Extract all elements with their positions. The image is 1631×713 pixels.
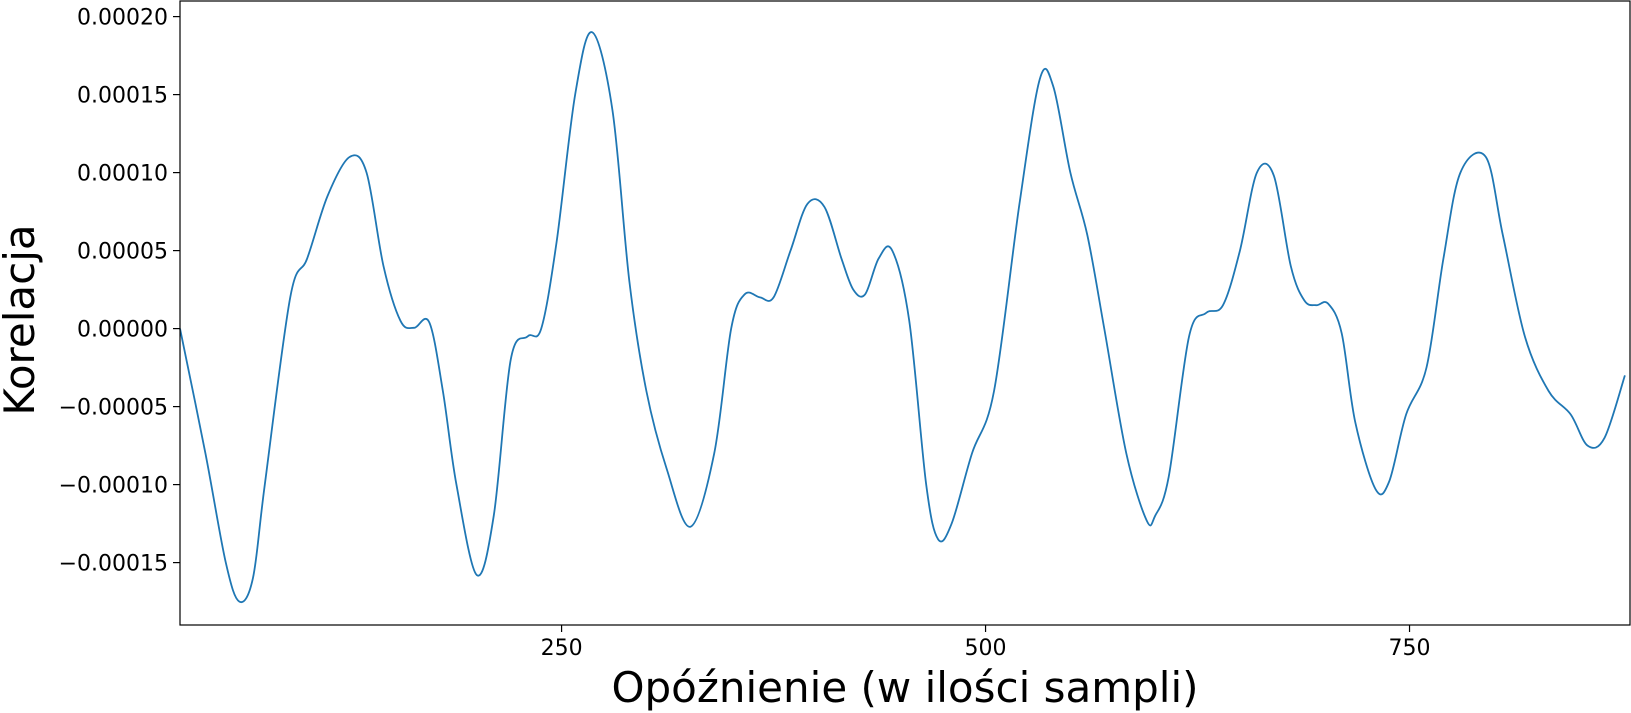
y-axis-ticks: 0.00020 0.00015 0.00010 0.00005 0.00000 −0.00… xyxy=(59,6,180,577)
y-tick-label: 0.00000 xyxy=(77,318,168,343)
y-axis-label: Korelacja xyxy=(0,224,44,415)
y-tick-label: 0.00010 xyxy=(77,162,168,187)
x-tick-label: 250 xyxy=(541,636,583,661)
x-tick-label: 500 xyxy=(965,636,1007,661)
x-tick-label: 750 xyxy=(1389,636,1431,661)
y-tick-label: 0.00005 xyxy=(77,240,168,265)
correlation-series-line xyxy=(179,31,1626,604)
y-tick-label: −0.00010 xyxy=(59,474,168,499)
plot-frame xyxy=(179,0,1631,626)
plot-area xyxy=(179,0,1631,626)
x-axis-label: Opóźnienie (w ilości sampli) xyxy=(611,663,1198,712)
y-tick-label: −0.00005 xyxy=(59,396,168,421)
y-tick-label: 0.00015 xyxy=(77,84,168,109)
y-tick-label: −0.00015 xyxy=(59,552,168,577)
x-axis-ticks: 250 500 750 xyxy=(541,625,1431,661)
y-tick-label: 0.00020 xyxy=(77,6,168,31)
